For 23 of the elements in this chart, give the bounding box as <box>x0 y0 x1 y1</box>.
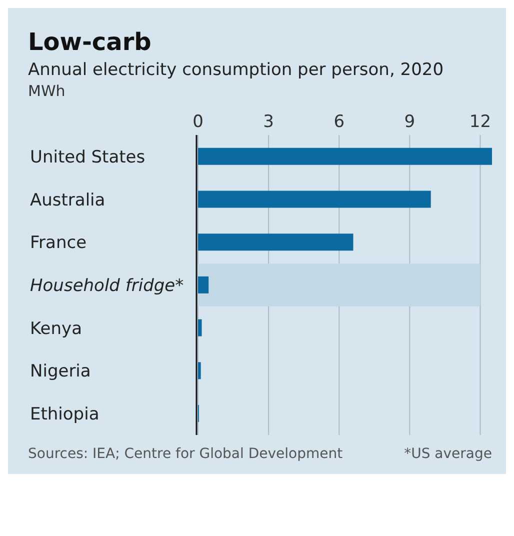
chart-title: Low-carb <box>27 28 152 56</box>
y-tick-label: France <box>30 233 87 254</box>
x-tick-label: 3 <box>263 112 274 132</box>
x-tick-label: 6 <box>334 112 345 132</box>
x-axis-title: MWh <box>27 82 66 100</box>
bar <box>198 148 492 165</box>
x-tick-label: 0 <box>192 112 204 132</box>
bar <box>198 190 431 208</box>
y-tick-label: Kenya <box>30 318 82 339</box>
x-tick-label: 9 <box>404 112 416 132</box>
bar <box>198 319 202 336</box>
y-tick-label: United States <box>30 147 146 168</box>
x-tick-label: 12 <box>469 112 492 132</box>
y-tick-label: Australia <box>30 190 106 210</box>
y-tick-label: Ethiopia <box>30 404 100 425</box>
bar <box>198 362 201 380</box>
bar <box>198 276 209 294</box>
source-note: Sources: IEA; Centre for Global Development <box>28 446 343 462</box>
bar <box>198 234 354 251</box>
text: *US average <box>404 446 492 462</box>
y-tick-label: Nigeria <box>30 362 91 382</box>
y-tick-label: Household fridge* <box>30 276 184 296</box>
chart-subtitle: Annual electricity consumption per person, 2020 <box>27 60 445 80</box>
